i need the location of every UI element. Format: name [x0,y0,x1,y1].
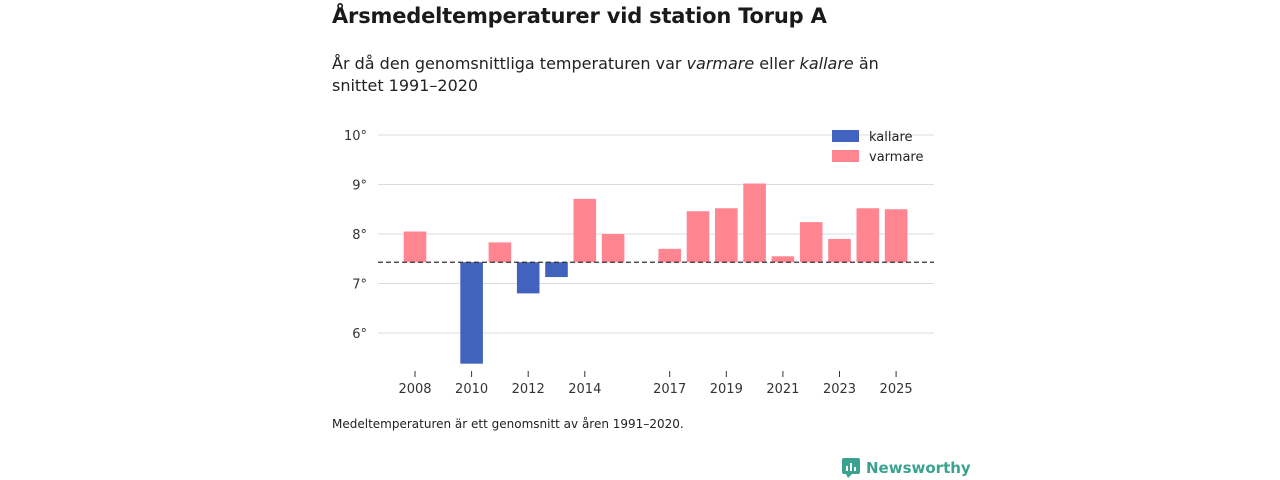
y-tick-label: 7° [352,278,367,293]
bar-2018 [686,211,710,263]
subtitle-text-1: År då den genomsnittliga temperaturen va… [332,54,687,73]
legend-swatch-warmer [832,150,859,162]
x-tick-label: 2008 [398,382,431,397]
bar-2025 [884,209,908,263]
x-tick-label: 2010 [455,382,488,397]
footnote: Medeltemperaturen är ett genomsnitt av å… [332,417,684,431]
x-tick-label: 2014 [568,382,601,397]
x-tick-label: 2017 [653,382,686,397]
bar-2012 [516,262,540,294]
bar-2017 [658,248,681,263]
bar-2022 [799,222,823,263]
chart-title: Årsmedeltemperaturer vid station Torup A [332,4,827,28]
subtitle-cold: kallare [799,54,854,73]
bar-2024 [856,208,880,263]
newsworthy-logo-icon [842,458,860,478]
y-tick-label: 9° [352,179,367,194]
legend-swatch-colder [832,130,859,142]
bar-2019 [715,208,738,263]
x-tick-label: 2025 [880,382,913,397]
bar-2013 [545,262,568,278]
bar-2008 [403,231,427,263]
subtitle-warm: varmare [686,54,755,73]
bar-2011 [488,242,512,263]
chart-subtitle: År då den genomsnittliga temperaturen va… [332,53,932,97]
bar-2021 [771,256,795,263]
bar-2010 [460,262,483,364]
y-tick-label: 8° [352,228,367,243]
bar-2015 [601,234,625,263]
subtitle-text-2: eller [754,54,800,73]
bar-2014 [573,198,597,263]
x-tick-label: 2021 [766,382,799,397]
bar-2020 [743,183,766,263]
brand-logo[interactable]: Newsworthy [842,458,971,478]
x-tick-label: 2023 [823,382,856,397]
x-tick-label: 2012 [512,382,545,397]
subtitle-text-3: än snittet 1991–2020 [332,54,879,95]
bar-2023 [828,238,851,263]
x-tick-label: 2019 [710,382,743,397]
y-tick-label: 10° [344,129,367,144]
legend-label-colder: kallare [869,130,913,145]
brand-name: Newsworthy [866,459,971,477]
bar-chart: 6° 7° 8° 9° 10° 2008 2010 2012 2014 2017 2019 2021 2… [344,129,934,397]
legend-label-warmer: varmare [869,150,923,165]
y-tick-label: 6° [352,327,367,342]
